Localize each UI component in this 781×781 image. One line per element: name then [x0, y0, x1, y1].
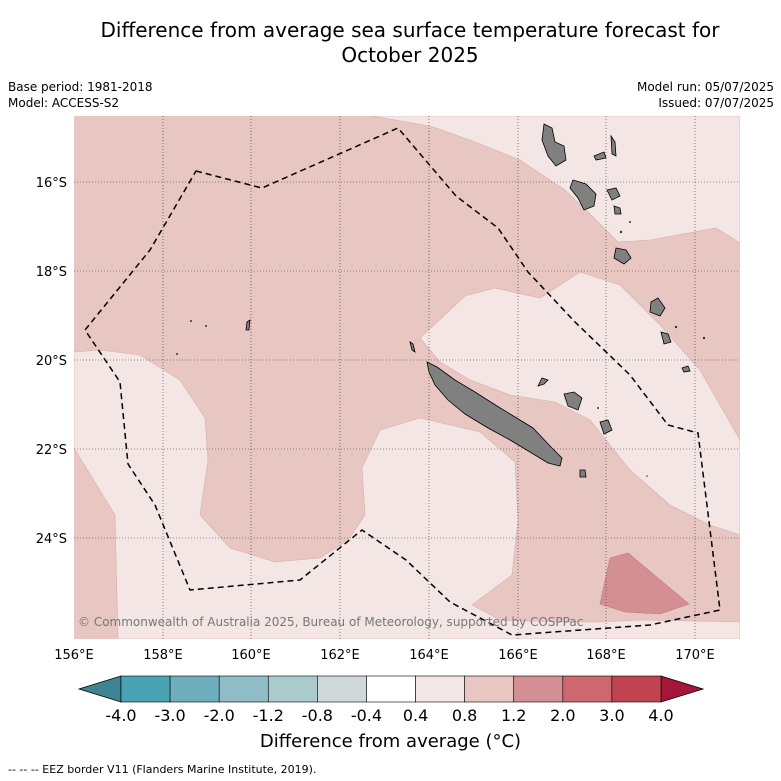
map-panel: © Commonwealth of Australia 2025, Bureau… — [74, 116, 740, 639]
colorbar-extend-low — [77, 675, 122, 703]
belep-islands — [409, 341, 416, 353]
vanuatu-epi — [613, 205, 622, 215]
meta-right: Model run: 05/07/2025 Issued: 07/07/2025 — [637, 79, 774, 111]
colorbar-extend-high — [660, 675, 705, 703]
ouvea — [537, 377, 549, 387]
colorbar-segment — [366, 675, 416, 703]
model-name: Model: ACCESS-S2 — [8, 96, 120, 110]
vanuatu-ambrym — [606, 187, 621, 201]
colorbar-tick-label: -3.0 — [154, 706, 185, 725]
lon-label: 164°E — [409, 648, 449, 663]
small-islets — [176, 221, 706, 477]
colorbar: -4.0 -3.0 -2.0 -1.2 -0.8 -0.4 0.4 0.8 1.2 2.0 3.0 4… — [77, 675, 705, 725]
lon-label: 168°E — [586, 648, 626, 663]
matthew-island — [681, 365, 691, 373]
colorbar-tick-label: 1.2 — [501, 706, 526, 725]
vanuatu-erromango — [660, 331, 672, 345]
longitude-labels: 156°E 158°E 160°E 162°E 164°E 166°E 168°… — [54, 648, 715, 663]
base-period: Base period: 1981-2018 — [8, 80, 153, 94]
colorbar-tick-label: -4.0 — [105, 706, 136, 725]
footnote: -- -- -- EEZ border V11 (Flanders Marine… — [8, 763, 317, 776]
colorbar-tick-label: 0.4 — [403, 706, 428, 725]
lat-label: 18°S — [36, 265, 67, 280]
lon-label: 170°E — [675, 648, 715, 663]
colorbar-label: Difference from average (°C) — [259, 731, 522, 752]
colorbar-segment — [317, 675, 367, 703]
colorbar-segment — [169, 675, 220, 703]
colorbar-tick-label: 2.0 — [550, 706, 575, 725]
colorbar-tick-label: 3.0 — [599, 706, 624, 725]
chesterfield-island — [245, 319, 251, 331]
vanuatu-pentecost — [610, 134, 617, 157]
colorbar-tick-label: -1.2 — [253, 706, 284, 725]
lon-label: 160°E — [231, 648, 271, 663]
colorbar-tick-label: -0.4 — [351, 706, 382, 725]
lon-label: 156°E — [54, 648, 94, 663]
colorbar-tick-label: 4.0 — [648, 706, 673, 725]
vanuatu-malakula — [569, 179, 597, 211]
mare — [599, 419, 613, 435]
lon-label: 162°E — [320, 648, 360, 663]
new-caledonia-grande-terre — [426, 361, 563, 467]
colorbar-segment — [120, 675, 171, 703]
lat-label: 16°S — [36, 176, 67, 191]
colorbar-segment — [267, 675, 318, 703]
colorbar-segment — [464, 675, 515, 703]
latitude-labels: 16°S 18°S 20°S 22°S 24°S — [36, 176, 67, 547]
eez-border — [84, 127, 721, 636]
colorbar-segment — [218, 675, 269, 703]
lon-label: 158°E — [143, 648, 183, 663]
colorbar-segment — [513, 675, 564, 703]
vanuatu-efate — [613, 247, 632, 265]
model-run: Model run: 05/07/2025 — [636, 80, 774, 94]
copyright-notice: © Commonwealth of Australia 2025, Bureau… — [78, 615, 583, 629]
anomaly-strong-region — [599, 552, 690, 615]
map-title: Difference from average sea surface temp… — [40, 18, 780, 68]
lat-label: 20°S — [36, 354, 67, 369]
land — [245, 123, 691, 478]
colorbar-segment — [562, 675, 613, 703]
title-line-1: Difference from average sea surface temp… — [100, 18, 720, 42]
colorbar-tick-label: -0.8 — [302, 706, 333, 725]
anomaly-light-region-west — [74, 349, 740, 639]
meta-left: Base period: 1981-2018 Model: ACCESS-S2 — [8, 79, 153, 111]
colorbar-tick-label: -2.0 — [204, 706, 235, 725]
lat-label: 22°S — [36, 443, 67, 458]
vanuatu-espiritu-santo — [541, 123, 567, 167]
colorbar-segment — [611, 675, 662, 703]
lon-label: 166°E — [498, 648, 538, 663]
lifou — [563, 391, 583, 411]
vanuatu-ambae — [593, 151, 607, 161]
issued-date: Issued: 07/07/2025 — [658, 96, 774, 110]
title-line-2: October 2025 — [341, 43, 479, 67]
graticule — [74, 116, 740, 639]
vanuatu-tanna — [649, 297, 666, 317]
isle-of-pines — [579, 469, 587, 478]
lat-label: 24°S — [36, 532, 67, 547]
anomaly-light-region-northeast — [371, 116, 740, 244]
colorbar-tick-label: 0.8 — [452, 706, 477, 725]
colorbar-segment — [415, 675, 465, 703]
